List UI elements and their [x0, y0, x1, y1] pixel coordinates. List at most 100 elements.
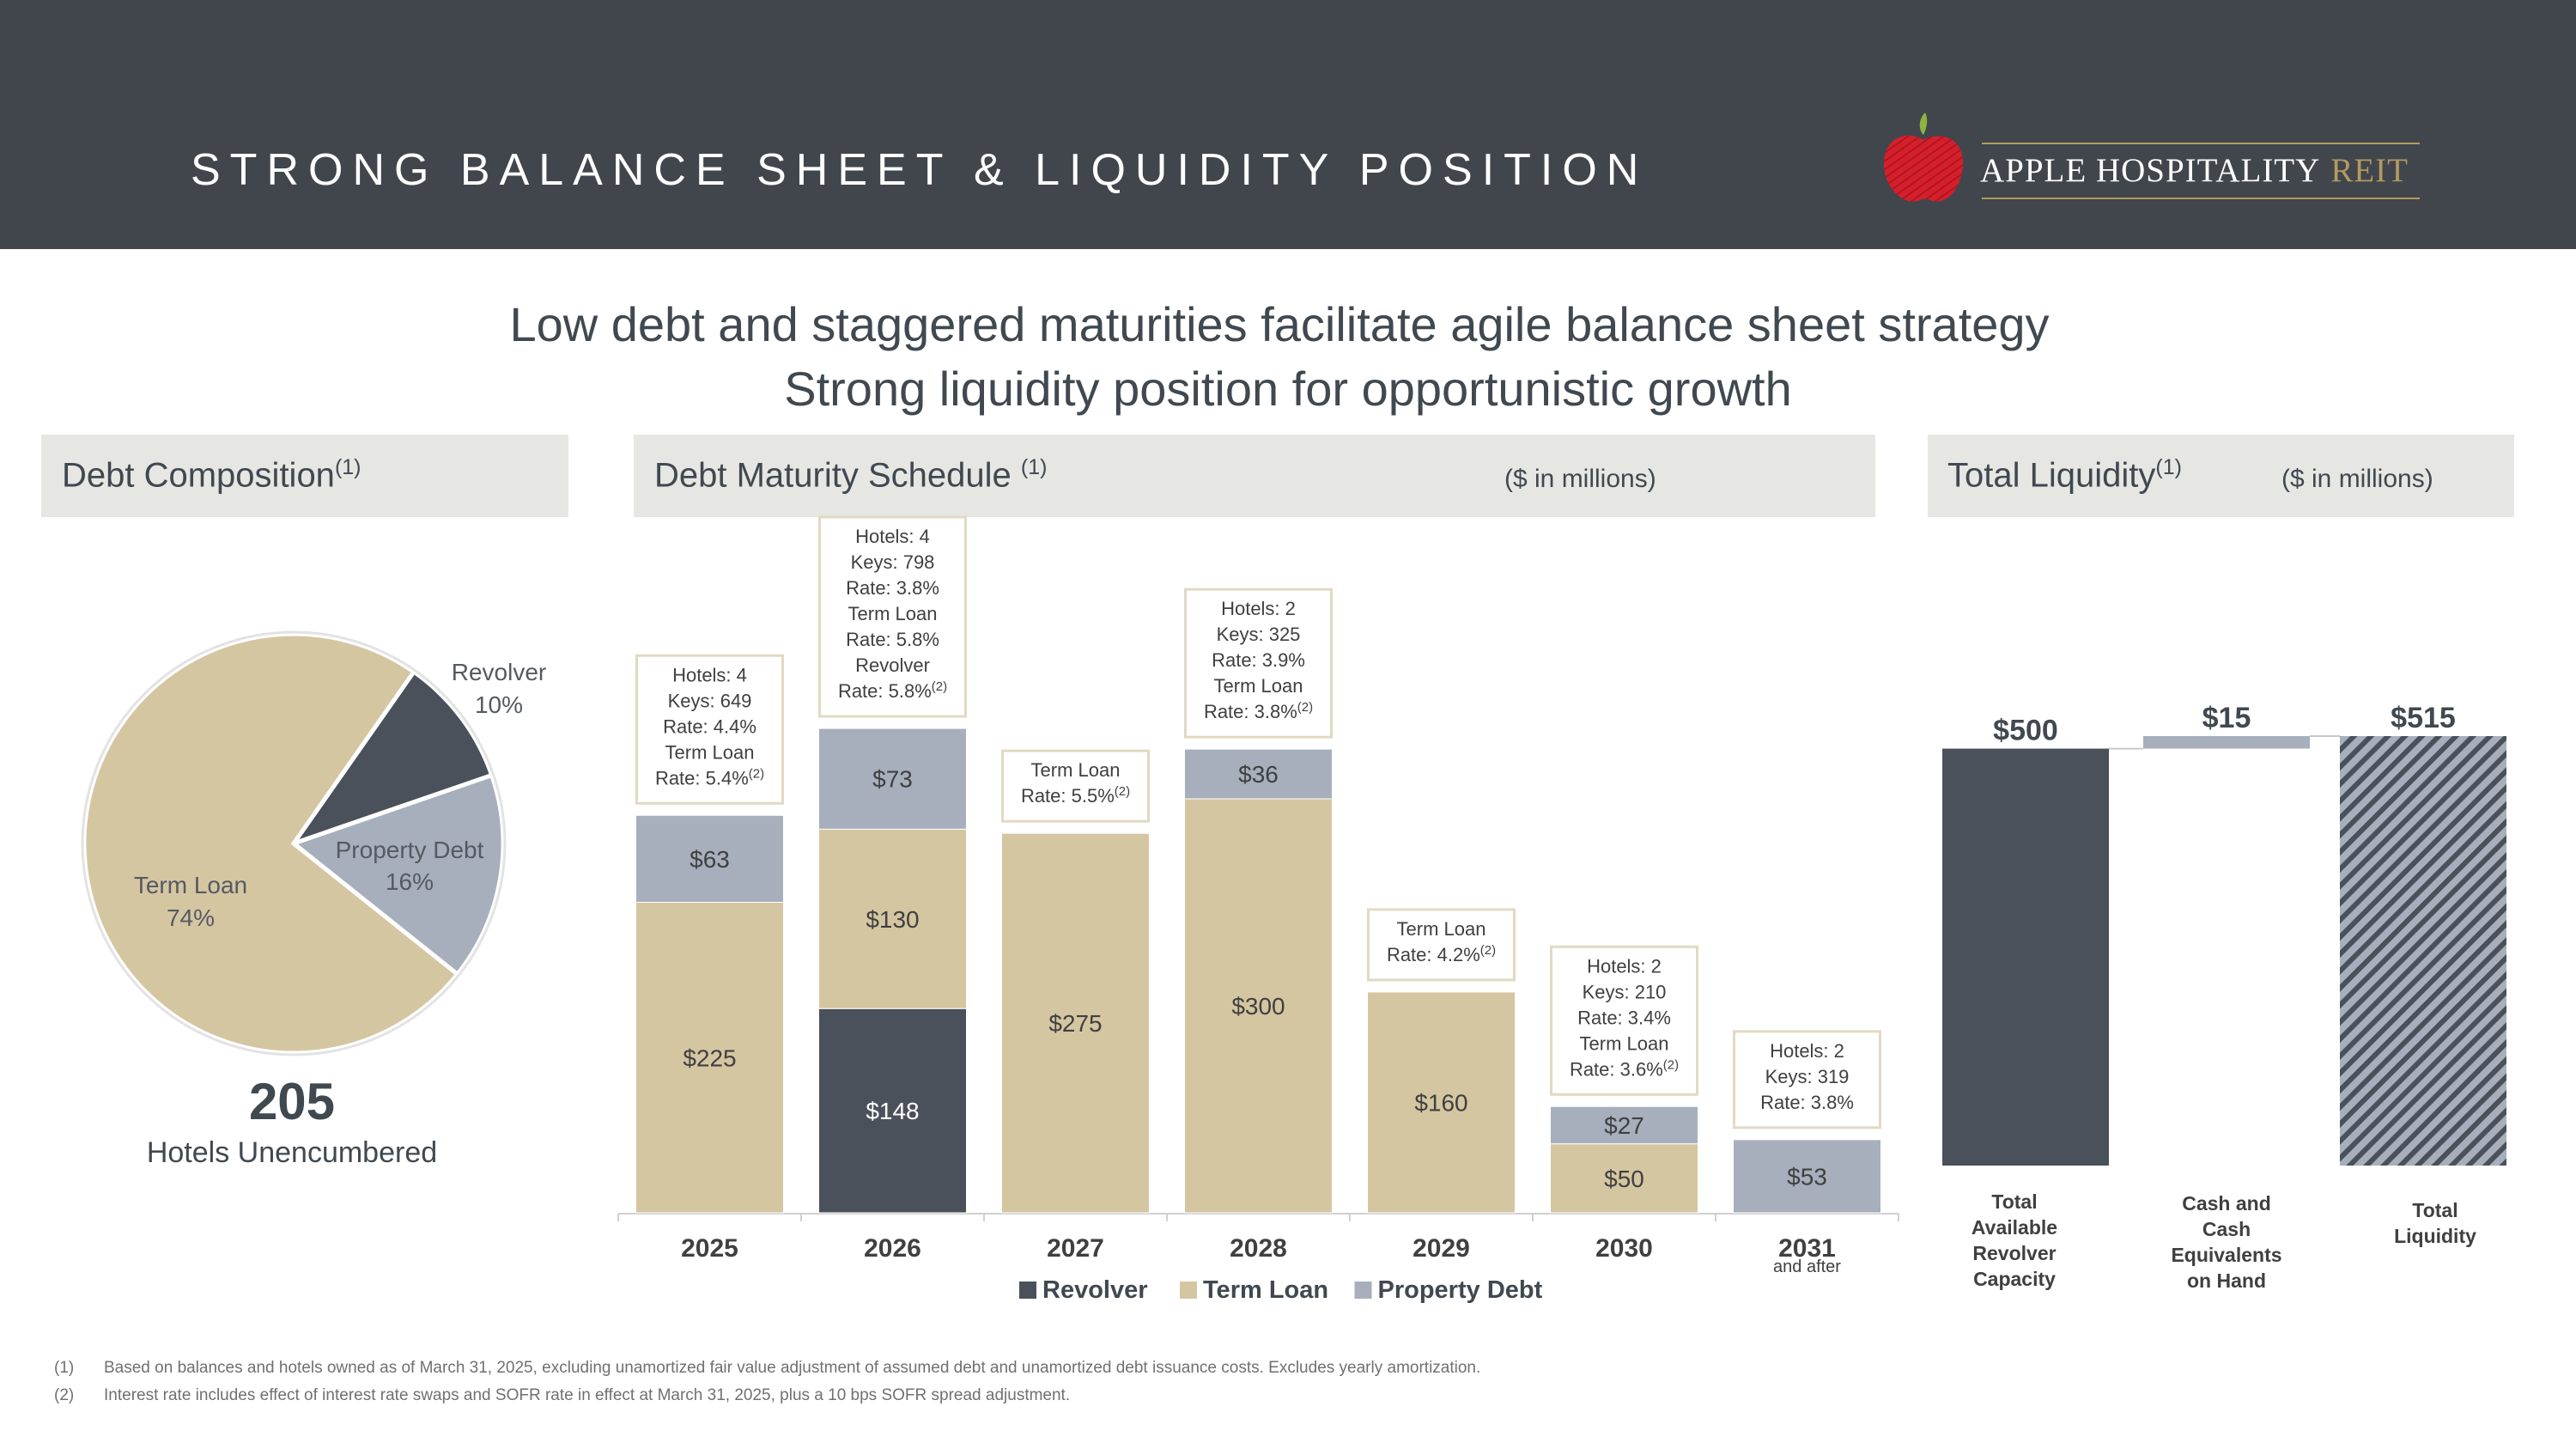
pie-percent-property-debt: 16%: [386, 868, 434, 895]
x-tick-label-2031: 2031: [1778, 1234, 1836, 1263]
debt-maturity-header: [634, 435, 1875, 517]
legend-label-property-debt: Property Debt: [1378, 1276, 1543, 1304]
annotation-line-2030: Rate: 3.6%(2): [1570, 1057, 1679, 1080]
bar-2031-property-debt: [1733, 1139, 1881, 1214]
legend-swatch-property-debt: [1354, 1282, 1372, 1299]
bar-2030-term-loan: [1550, 1143, 1698, 1214]
company-logo-text: APPLE HOSPITALITY REIT: [1980, 152, 2409, 189]
annotation-box-2027: [1001, 749, 1150, 823]
liquidity-category-label: Total Available Revolver Capacity: [1971, 1190, 2057, 1290]
liquidity-category-line: Revolver: [1972, 1242, 2056, 1264]
bar-2030-property-debt: [1550, 1105, 1698, 1145]
liquidity-category-label: Total Liquidity: [2394, 1199, 2476, 1247]
bar-value-2026-term-loan: $130: [866, 906, 919, 933]
debt-composition-pie-chart: Revolver 10% Property Debt 16% Term Loan 74%: [81, 630, 546, 1056]
annotation-box-2025: [635, 654, 784, 805]
x-tick-label-2028: 2028: [1230, 1234, 1287, 1263]
debt-maturity-bar-chart: $225 $63 2025 Hotels: 4 Keys: 649 Rate: 4.4% T…: [617, 515, 1899, 1304]
bar-2029-term-loan: [1367, 991, 1516, 1214]
annotation-line-2026: Rate: 3.8%: [846, 577, 939, 599]
bar-value-2029-term-loan: $160: [1414, 1089, 1467, 1116]
annotation-line-2026: Hotels: 4: [855, 526, 930, 547]
x-tick-sublabel-2031: and after: [1773, 1257, 1841, 1276]
annotation-line-2028: Rate: 3.9%: [1212, 649, 1305, 671]
annotation-line-2030: Hotels: 2: [1587, 955, 1662, 977]
bar-value-2027-term-loan: $275: [1048, 1010, 1102, 1037]
liquidity-value-label: $515: [2391, 702, 2456, 734]
subtitle-liquidity: Strong liquidity position for opportunis…: [784, 362, 1792, 416]
bar-value-2030-property-debt: $27: [1604, 1112, 1644, 1139]
total-liquidity-unit-note: ($ in millions): [2281, 465, 2433, 493]
x-tick-label-2029: 2029: [1413, 1234, 1470, 1263]
annotation-box-2028: [1184, 588, 1333, 739]
annotation-line-2030: Rate: 3.4%: [1577, 1007, 1671, 1028]
pie-label-revolver: Revolver: [452, 659, 546, 685]
annotation-line-2027: Term Loan: [1031, 759, 1121, 781]
pie-label-term-loan: Term Loan: [134, 872, 247, 898]
bar-value-2031-property-debt: $53: [1787, 1163, 1827, 1190]
liquidity-category-line: Equivalents: [2171, 1244, 2281, 1266]
logo-rule-top: [1982, 143, 2420, 144]
annotation-box-2029: [1367, 908, 1516, 982]
annotation-box-2030: [1550, 945, 1698, 1096]
subtitle-debt: Low debt and staggered maturities facili…: [509, 297, 2050, 351]
bar-value-2030-term-loan: $50: [1604, 1166, 1644, 1192]
bar-2026-property-debt: [818, 728, 967, 830]
bar-value-2025-property-debt: $63: [690, 846, 730, 873]
pie-percent-term-loan: 74%: [167, 904, 215, 931]
annotation-line-2028: Term Loan: [1214, 675, 1303, 697]
apple-logo-icon: [1884, 113, 1963, 202]
annotation-line-2025: Rate: 5.4%(2): [655, 766, 764, 788]
total-liquidity-title: Total Liquidity(1): [1947, 455, 2182, 495]
annotation-2027: Term Loan Rate: 5.5%(2): [1001, 749, 1150, 823]
bar-value-2026-revolver: $148: [866, 1098, 919, 1124]
bar-2026-revolver: [818, 1008, 967, 1214]
annotation-line-2031: Keys: 319: [1765, 1066, 1850, 1087]
pie-slice-revolver: [288, 668, 495, 848]
annotation-line-2026: Term Loan: [848, 603, 938, 624]
annotation-line-2027: Rate: 5.5%(2): [1021, 784, 1130, 807]
liquidity-bar-revolver-capacity: [1942, 748, 2109, 1166]
liquidity-category-label: Cash and Cash Equivalents on Hand: [2171, 1192, 2281, 1292]
logo-rule-bottom: [1982, 198, 2420, 199]
pie-slice-property-debt: [289, 772, 506, 977]
legend-swatch-revolver: [1019, 1282, 1036, 1299]
x-tick-label-2026: 2026: [864, 1234, 921, 1263]
annotation-line-2025: Rate: 4.4%: [663, 715, 756, 737]
annotation-box-2031: [1733, 1030, 1881, 1129]
bar-2028-property-debt: [1184, 748, 1333, 800]
annotation-line-2025: Hotels: 4: [672, 664, 747, 685]
bar-2027-term-loan: [1001, 832, 1150, 1214]
liquidity-category-line: Available: [1971, 1216, 2057, 1239]
annotation-line-2026: Revolver: [855, 654, 930, 676]
liquidity-category-line: Cash and: [2182, 1192, 2271, 1215]
x-tick-label-2027: 2027: [1047, 1234, 1104, 1263]
annotation-2028: Hotels: 2 Keys: 325 Rate: 3.9% Term Loan Rat…: [1184, 588, 1333, 739]
annotation-line-2031: Hotels: 2: [1770, 1040, 1844, 1062]
footnote-1: (1) Based on balances and hotels owned as…: [54, 1359, 1481, 1377]
annotation-2025: Hotels: 4 Keys: 649 Rate: 4.4% Term Loan Rat…: [635, 654, 784, 805]
footnote-2: (2) Interest rate includes effect of inte…: [54, 1386, 1071, 1404]
annotation-2030: Hotels: 2 Keys: 210 Rate: 3.4% Term Loan Rat…: [1550, 945, 1698, 1096]
unencumbered-hotels-label: Hotels Unencumbered: [146, 1136, 438, 1169]
legend-label-revolver: Revolver: [1042, 1276, 1148, 1304]
liquidity-bar-total: [2340, 736, 2506, 1166]
annotation-line-2029: Rate: 4.2%(2): [1387, 943, 1496, 965]
header-bar: [0, 0, 2576, 249]
annotation-line-2026: Keys: 798: [851, 551, 935, 573]
page-title: STRONG BALANCE SHEET & LIQUIDITY POSITIO…: [191, 145, 1649, 195]
bar-value-2028-property-debt: $36: [1238, 761, 1279, 788]
annotation-2026: Hotels: 4 Keys: 798 Rate: 3.8% Term Loan Rat…: [818, 515, 967, 718]
annotation-line-2029: Term Loan: [1397, 918, 1486, 940]
bar-value-2026-property-debt: $73: [872, 766, 913, 793]
liquidity-category-line: Cash: [2202, 1218, 2251, 1240]
x-tick-label-2025: 2025: [681, 1234, 738, 1263]
annotation-2029: Term Loan Rate: 4.2%(2): [1367, 908, 1516, 982]
debt-composition-title: Debt Composition(1): [62, 455, 361, 495]
liquidity-value-label: $500: [1993, 715, 2058, 747]
annotation-line-2026: Rate: 5.8%(2): [838, 679, 947, 702]
pie-slice-term-loan: [82, 631, 461, 1056]
annotation-line-2026: Rate: 5.8%: [846, 629, 939, 650]
liquidity-category-line: Total: [2412, 1199, 2458, 1221]
debt-maturity-title: Debt Maturity Schedule (1): [654, 455, 1048, 495]
